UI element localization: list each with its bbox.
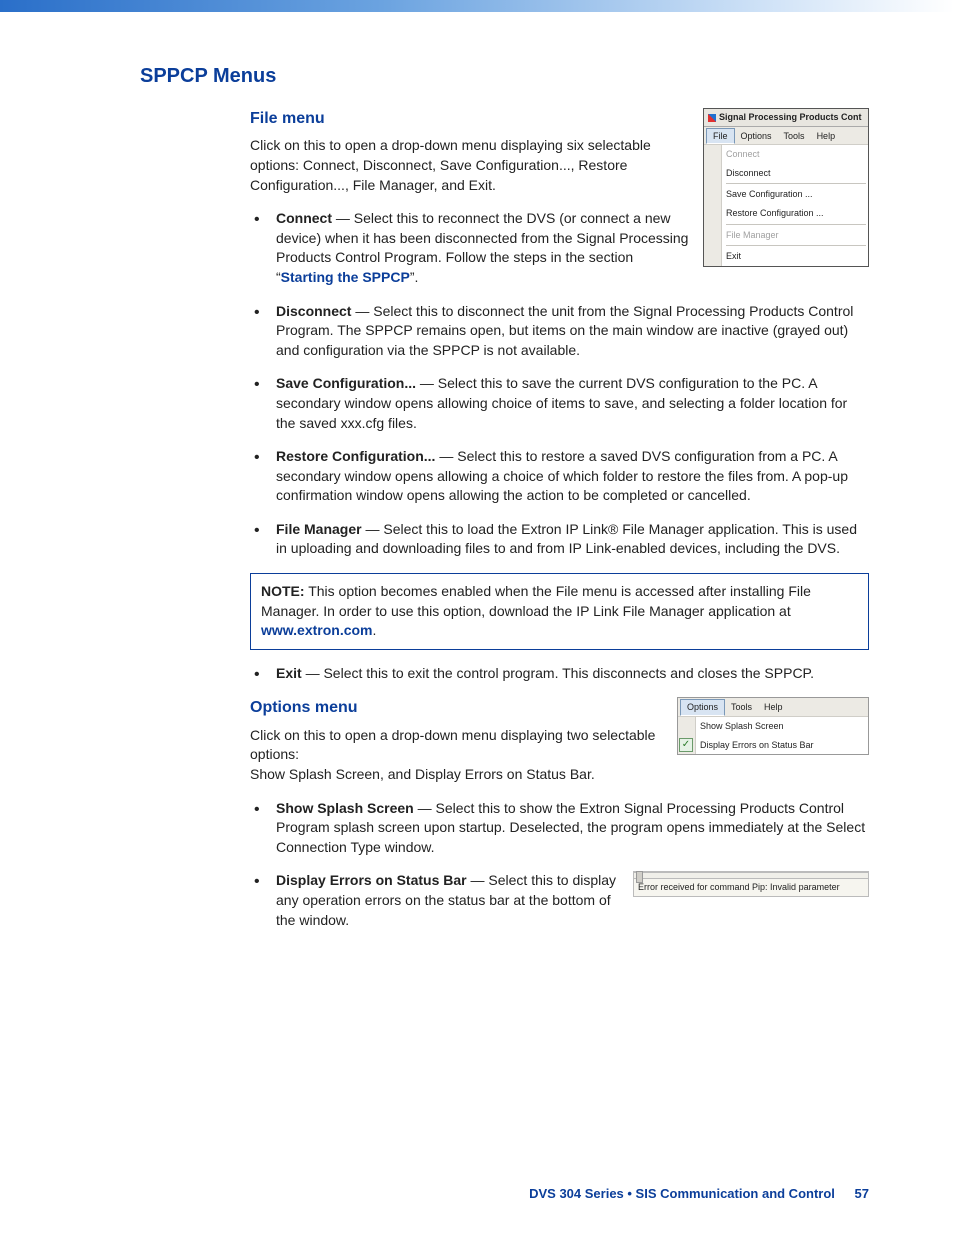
label-exit: Exit	[276, 665, 302, 681]
footer-page-number: 57	[855, 1186, 869, 1201]
label-filemgr: File Manager	[276, 521, 362, 537]
bullet-errors: Display Errors on Status Bar — Select th…	[250, 871, 869, 930]
menu-tools-2[interactable]: Tools	[725, 700, 758, 715]
note-box: NOTE: This option becomes enabled when t…	[250, 573, 869, 650]
menu-options-2[interactable]: Options	[680, 699, 725, 716]
bullet-disconnect: Disconnect — Select this to disconnect t…	[250, 302, 869, 361]
text-filemgr: — Select this to load the Extron IP Link…	[276, 521, 857, 557]
options-intro-2: Show Splash Screen, and Display Errors o…	[250, 765, 869, 785]
menu-file[interactable]: File	[706, 128, 735, 145]
screenshot-options-menubar: OptionsToolsHelp	[678, 698, 868, 717]
dropdown-connect[interactable]: Connect	[704, 145, 868, 164]
screenshot-menubar: FileOptionsToolsHelp	[704, 127, 868, 146]
dropdown-errors-label: Display Errors on Status Bar	[700, 740, 814, 750]
menu-options[interactable]: Options	[735, 129, 778, 144]
label-savecfg: Save Configuration...	[276, 375, 416, 391]
menu-tools[interactable]: Tools	[778, 129, 811, 144]
note-text-1: This option becomes enabled when the Fil…	[261, 583, 811, 619]
bullet-splash: Show Splash Screen — Select this to show…	[250, 799, 869, 858]
footer-title: DVS 304 Series • SIS Communication and C…	[529, 1186, 835, 1201]
page-content: SPPCP Menus Signal Processing Products C…	[0, 12, 954, 944]
screenshot-options-dropdown: Show Splash Screen ✓ Display Errors on S…	[678, 717, 868, 754]
check-icon: ✓	[679, 738, 693, 752]
bullet-filemgr: File Manager — Select this to load the E…	[250, 520, 869, 559]
text-connect-2: ”.	[410, 269, 419, 285]
bullet-restorecfg: Restore Configuration... — Select this t…	[250, 447, 869, 506]
page-footer: DVS 304 Series • SIS Communication and C…	[529, 1185, 869, 1203]
app-icon	[708, 114, 716, 122]
link-extron[interactable]: www.extron.com	[261, 622, 373, 638]
link-starting-sppcp[interactable]: Starting the SPPCP	[281, 269, 410, 285]
note-text-2: .	[373, 622, 377, 638]
label-splash: Show Splash Screen	[276, 800, 414, 816]
dropdown-errors[interactable]: ✓ Display Errors on Status Bar	[678, 736, 868, 755]
bullet-connect: Connect — Select this to reconnect the D…	[250, 209, 869, 287]
dropdown-sep	[726, 183, 866, 184]
menu-help[interactable]: Help	[811, 129, 842, 144]
dropdown-save[interactable]: Save Configuration ...	[704, 185, 868, 204]
text-exit: — Select this to exit the control progra…	[302, 665, 814, 681]
screenshot-options-menu: OptionsToolsHelp Show Splash Screen ✓ Di…	[677, 697, 869, 755]
label-connect: Connect	[276, 210, 332, 226]
dropdown-splash[interactable]: Show Splash Screen	[678, 717, 868, 736]
bullet-savecfg: Save Configuration... — Select this to s…	[250, 374, 869, 433]
screenshot-title-text: Signal Processing Products Cont	[719, 112, 862, 122]
note-label: NOTE:	[261, 583, 305, 599]
bullet-exit: Exit — Select this to exit the control p…	[250, 664, 869, 684]
menu-help-2[interactable]: Help	[758, 700, 789, 715]
screenshot-titlebar: Signal Processing Products Cont	[704, 109, 868, 127]
label-errors: Display Errors on Status Bar	[276, 872, 467, 888]
dropdown-disconnect[interactable]: Disconnect	[704, 164, 868, 183]
top-gradient-bar	[0, 0, 954, 12]
text-disconnect: — Select this to disconnect the unit fro…	[276, 303, 853, 358]
heading-sppcp-menus: SPPCP Menus	[140, 62, 869, 90]
label-restorecfg: Restore Configuration...	[276, 448, 435, 464]
label-disconnect: Disconnect	[276, 303, 351, 319]
